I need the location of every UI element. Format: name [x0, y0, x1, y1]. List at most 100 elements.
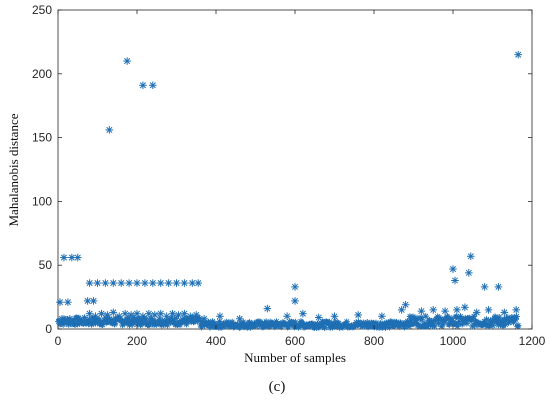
- data-point: [141, 279, 149, 287]
- data-point: [321, 324, 328, 331]
- x-tick-label: 400: [206, 334, 226, 348]
- data-point: [139, 81, 147, 90]
- data-point: [466, 252, 475, 261]
- data-point: [180, 279, 189, 287]
- data-point: [496, 313, 503, 321]
- y-tick-label: 50: [39, 258, 53, 272]
- data-point: [512, 306, 520, 314]
- data-point: [133, 279, 141, 287]
- data-point: [186, 312, 195, 321]
- data-point: [200, 314, 208, 323]
- x-tick-label: 1000: [440, 334, 467, 348]
- data-point: [453, 306, 461, 314]
- data-point: [85, 279, 94, 287]
- x-tick-label: 1200: [519, 334, 546, 348]
- data-point: [354, 311, 362, 319]
- data-point: [97, 309, 106, 318]
- x-tick-label: 200: [127, 334, 147, 348]
- data-point: [314, 313, 323, 322]
- data-point: [109, 279, 118, 287]
- band-37-points: [85, 279, 203, 287]
- x-tick-label: 600: [285, 334, 305, 348]
- data-point: [91, 312, 100, 321]
- data-point: [449, 265, 457, 273]
- data-point: [64, 298, 72, 307]
- data-point: [133, 309, 141, 318]
- data-point: [299, 309, 307, 318]
- data-point: [168, 309, 177, 318]
- data-point: [514, 322, 522, 329]
- tick-layer: 0 200 400 600 800 1000 1200 0 50 100 150 200 250: [32, 3, 546, 348]
- data-point: [73, 253, 82, 262]
- data-point: [500, 308, 509, 317]
- data-point: [139, 312, 147, 321]
- data-point: [156, 279, 165, 287]
- data-point: [145, 309, 153, 318]
- data-point: [174, 311, 183, 319]
- data-point: [58, 314, 66, 323]
- data-point: [470, 313, 478, 320]
- data-point: [451, 276, 459, 285]
- y-tick-label: 0: [45, 322, 52, 336]
- data-point: [117, 279, 125, 287]
- y-tick-label: 200: [32, 67, 52, 81]
- data-point: [56, 298, 64, 307]
- data-point: [417, 307, 426, 315]
- data-point: [429, 306, 438, 314]
- data-point: [162, 312, 171, 321]
- data-point: [93, 279, 102, 287]
- data-point: [172, 315, 180, 322]
- x-tick-label: 0: [55, 334, 62, 348]
- data-point: [514, 50, 522, 59]
- x-tick-label: 800: [364, 334, 384, 348]
- data-point: [480, 283, 489, 291]
- data-point: [461, 303, 469, 312]
- data-point: [441, 307, 449, 315]
- data-point: [85, 309, 94, 318]
- data-point: [483, 316, 490, 323]
- data-point: [397, 306, 406, 314]
- data-point: [494, 283, 503, 291]
- data-point: [431, 322, 438, 330]
- data-point: [89, 297, 98, 305]
- plot-area: [57, 9, 533, 330]
- data-point: [60, 253, 68, 262]
- panel-label: (c): [269, 379, 286, 395]
- data-point: [513, 313, 520, 320]
- series-layer: [55, 50, 522, 331]
- dense-sample-band: [55, 313, 522, 331]
- data-point: [115, 312, 124, 321]
- y-axis-label: Mahalanobis distance: [6, 113, 21, 226]
- data-point: [149, 279, 157, 287]
- data-point: [172, 279, 181, 287]
- data-point: [149, 81, 157, 90]
- data-point: [291, 297, 299, 305]
- data-point: [121, 309, 129, 318]
- data-point: [105, 126, 114, 134]
- data-point: [465, 269, 473, 277]
- y-tick-label: 250: [32, 3, 52, 17]
- data-point: [235, 314, 244, 323]
- data-point: [103, 311, 112, 319]
- data-point: [150, 311, 159, 319]
- data-point: [472, 308, 481, 317]
- data-point: [101, 279, 110, 287]
- data-point: [125, 279, 133, 287]
- data-point: [216, 312, 224, 321]
- band-12-points: [85, 303, 520, 323]
- data-point: [330, 312, 339, 321]
- data-point: [127, 311, 135, 319]
- data-point: [164, 279, 173, 287]
- y-tick-label: 100: [32, 194, 52, 208]
- data-point: [484, 306, 493, 314]
- data-point: [81, 314, 88, 321]
- outlier-points: [56, 50, 522, 323]
- data-point: [378, 312, 386, 321]
- data-point: [192, 311, 201, 319]
- data-point: [66, 314, 74, 323]
- data-point: [68, 253, 76, 262]
- data-point: [194, 279, 203, 287]
- data-point: [123, 57, 131, 65]
- data-point: [401, 300, 410, 309]
